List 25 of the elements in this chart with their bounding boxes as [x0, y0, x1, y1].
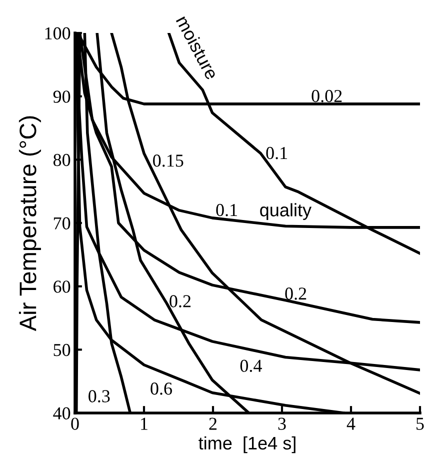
series-label: 0.3 [88, 390, 110, 402]
x-axis-title: time [1e4 s] [198, 436, 296, 454]
x-tick-label: 0 [71, 418, 79, 430]
y-axis-title: Air Temperature (°C) [18, 116, 41, 332]
x-tick-label: 1 [141, 418, 148, 430]
y-tick-label: 40 [53, 407, 70, 420]
y-tick-label: 80 [53, 154, 70, 166]
y-tick-label: 90 [53, 90, 70, 103]
x-tick-label: 3 [278, 418, 286, 430]
series-label: 0.6 [150, 382, 172, 395]
y-tick-label: 50 [54, 344, 70, 356]
x-tick-label: 5 [416, 418, 424, 430]
series-label: 0.02 [312, 90, 342, 102]
annotation: quality [260, 203, 312, 220]
x-tick-label: 4 [346, 418, 356, 430]
series-label: 0.2 [170, 295, 191, 308]
series-label: 0.4 [240, 360, 262, 372]
series-label: 0.1 [266, 146, 288, 160]
y-tick-label: 70 [54, 217, 70, 230]
series-label: 0.2 [285, 288, 306, 300]
series-label: 0.1 [216, 204, 237, 216]
x-tick-label: 2 [209, 418, 217, 430]
y-tick-label: 100 [45, 27, 70, 40]
series-label: 0.15 [153, 154, 184, 167]
y-tick-label: 60 [54, 280, 70, 293]
